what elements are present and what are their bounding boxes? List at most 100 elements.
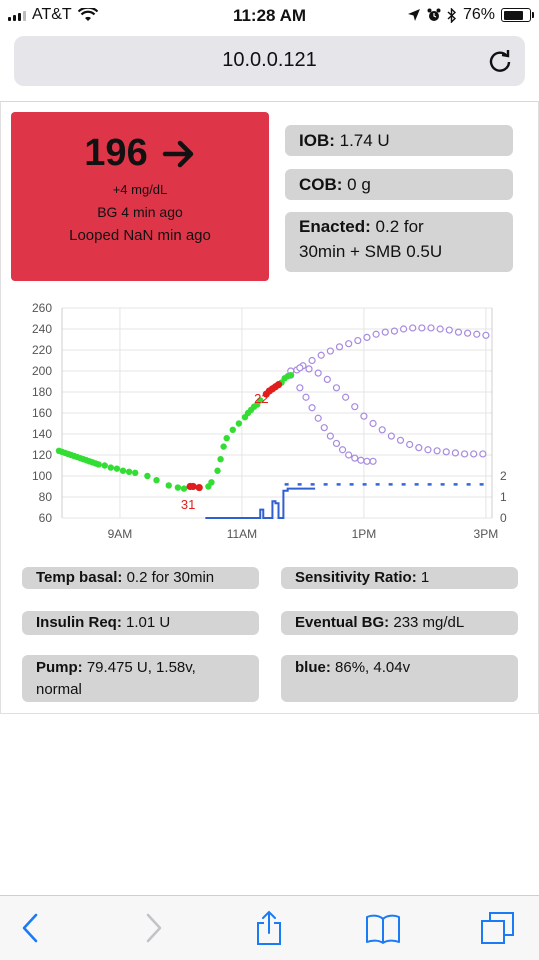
prediction-point-high [381,328,389,336]
prediction-point-high [308,356,316,365]
y-tick-label: 100 [32,469,52,483]
pump-value: 79.475 U, 1.58v, [82,659,196,676]
prediction-point-mid [415,444,423,452]
y-tick-label: 220 [32,343,52,357]
bg-point [257,397,264,404]
bg-chart: 260 240 220 200 180 160 140 120 100 80 60 2 1 0 9AM 1… [32,301,507,541]
prediction-point-mid [433,447,441,455]
iob-label: IOB: [299,131,335,150]
clock: 11:28 AM [232,6,307,25]
prediction-point-high [436,325,444,333]
chart-x-axis: 9AM 11AM 1PM 3PM [108,527,499,541]
x-tick-label: 1PM [352,527,377,541]
status-right: 76% [407,6,534,24]
eventual-bg-pill: Eventual BG: 233 mg/dL [281,611,518,635]
sensitivity-value: 1 [416,569,430,586]
prediction-point-high [409,324,417,332]
prediction-point-high [473,330,481,338]
prediction-point-high [445,326,453,334]
reload-icon[interactable] [487,48,513,74]
wifi-icon [77,8,98,21]
loop-status: Looped NaN min ago [69,227,211,244]
temp-basal-label: Temp basal: [36,569,123,586]
rig-label: blue: [295,659,331,676]
bookmarks-icon[interactable] [365,910,401,946]
bg-point [217,456,224,463]
y2-tick-label: 2 [500,469,507,483]
prediction-point-mid [387,432,395,440]
bg-status-panel: 196 +4 mg/dL BG 4 min ago Looped NaN min… [11,112,269,281]
alarm-clock-icon [427,8,441,21]
rig-pill: blue: 86%, 4.04v [281,655,518,702]
share-icon[interactable] [251,910,287,946]
chart-annotations: 31 22 [181,391,269,512]
chart-series [55,324,490,519]
cob-value: 0 g [342,175,371,194]
eventual-bg-label: Eventual BG: [295,614,390,631]
bg-point [113,465,121,472]
bg-point [153,477,160,484]
carrier-label: AT&T [32,6,72,23]
bg-point [125,468,133,475]
prediction-point-mid [332,384,341,392]
bg-point-red [274,381,283,389]
prediction-point-low [314,414,322,422]
y-tick-label: 200 [32,364,52,378]
bg-point [235,420,243,427]
url-text[interactable]: 10.0.0.121 [222,49,317,71]
eventual-bg-value: 233 mg/dL [389,614,465,631]
pump-value-line2: normal [36,681,82,698]
prediction-point-high [317,351,325,359]
y-tick-label: 140 [32,427,52,441]
address-bar[interactable]: 10.0.0.121 [14,36,525,86]
prediction-point-high [372,330,380,338]
bg-point [119,467,127,474]
prediction-point-high [354,336,362,345]
bg-point [165,482,172,489]
chart-annotation: 31 [181,497,195,512]
prediction-point-low [345,451,353,459]
back-icon[interactable] [14,910,50,946]
y-tick-label: 80 [39,490,53,504]
battery-percent: 76% [462,6,495,23]
prediction-point-low [332,439,341,448]
tabs-icon[interactable] [480,910,516,946]
prediction-point-mid [378,426,386,434]
y-tick-label: 260 [32,301,52,315]
chart-annotation: 22 [254,391,268,406]
sensitivity-pill: Sensitivity Ratio: 1 [281,567,518,589]
prediction-point-mid [296,364,304,372]
bg-point-red [195,483,203,492]
forward-icon[interactable] [134,910,170,946]
prediction-point-high [326,347,334,355]
insulin-req-label: Insulin Req: [36,614,122,631]
bg-point [131,469,139,477]
cob-pill: COB: 0 g [285,169,513,200]
bg-point [223,435,230,442]
insulin-req-pill: Insulin Req: 1.01 U [22,611,259,635]
prediction-point-low [357,456,365,464]
prediction-point-low [296,384,304,392]
bg-point [95,461,102,468]
rig-value: 86%, 4.04v [330,659,411,676]
pump-pill: Pump: 79.475 U, 1.58v, normal [22,655,259,702]
prediction-point-mid [470,450,478,458]
prediction-point-mid [314,369,322,377]
prediction-point-low [320,424,328,432]
prediction-point-low [351,454,359,462]
enacted-value: 0.2 for [370,217,424,236]
bg-point [214,467,221,474]
prediction-point-mid [479,450,487,458]
enacted-label: Enacted: [299,217,371,236]
prediction-point-low [308,404,316,412]
browser-toolbar [0,895,539,960]
prediction-point-high [454,328,463,336]
insulin-req-value: 1.01 U [121,614,171,631]
prediction-point-high [427,324,435,332]
bg-point [208,479,215,486]
prediction-point-mid [460,450,469,458]
chart-y-axis: 260 240 220 200 180 160 140 120 100 80 60 [32,301,52,525]
prediction-point-mid [351,403,359,411]
iob-pill: IOB: 1.74 U [285,125,513,156]
temp-basal-pill: Temp basal: 0.2 for 30min [22,567,259,589]
